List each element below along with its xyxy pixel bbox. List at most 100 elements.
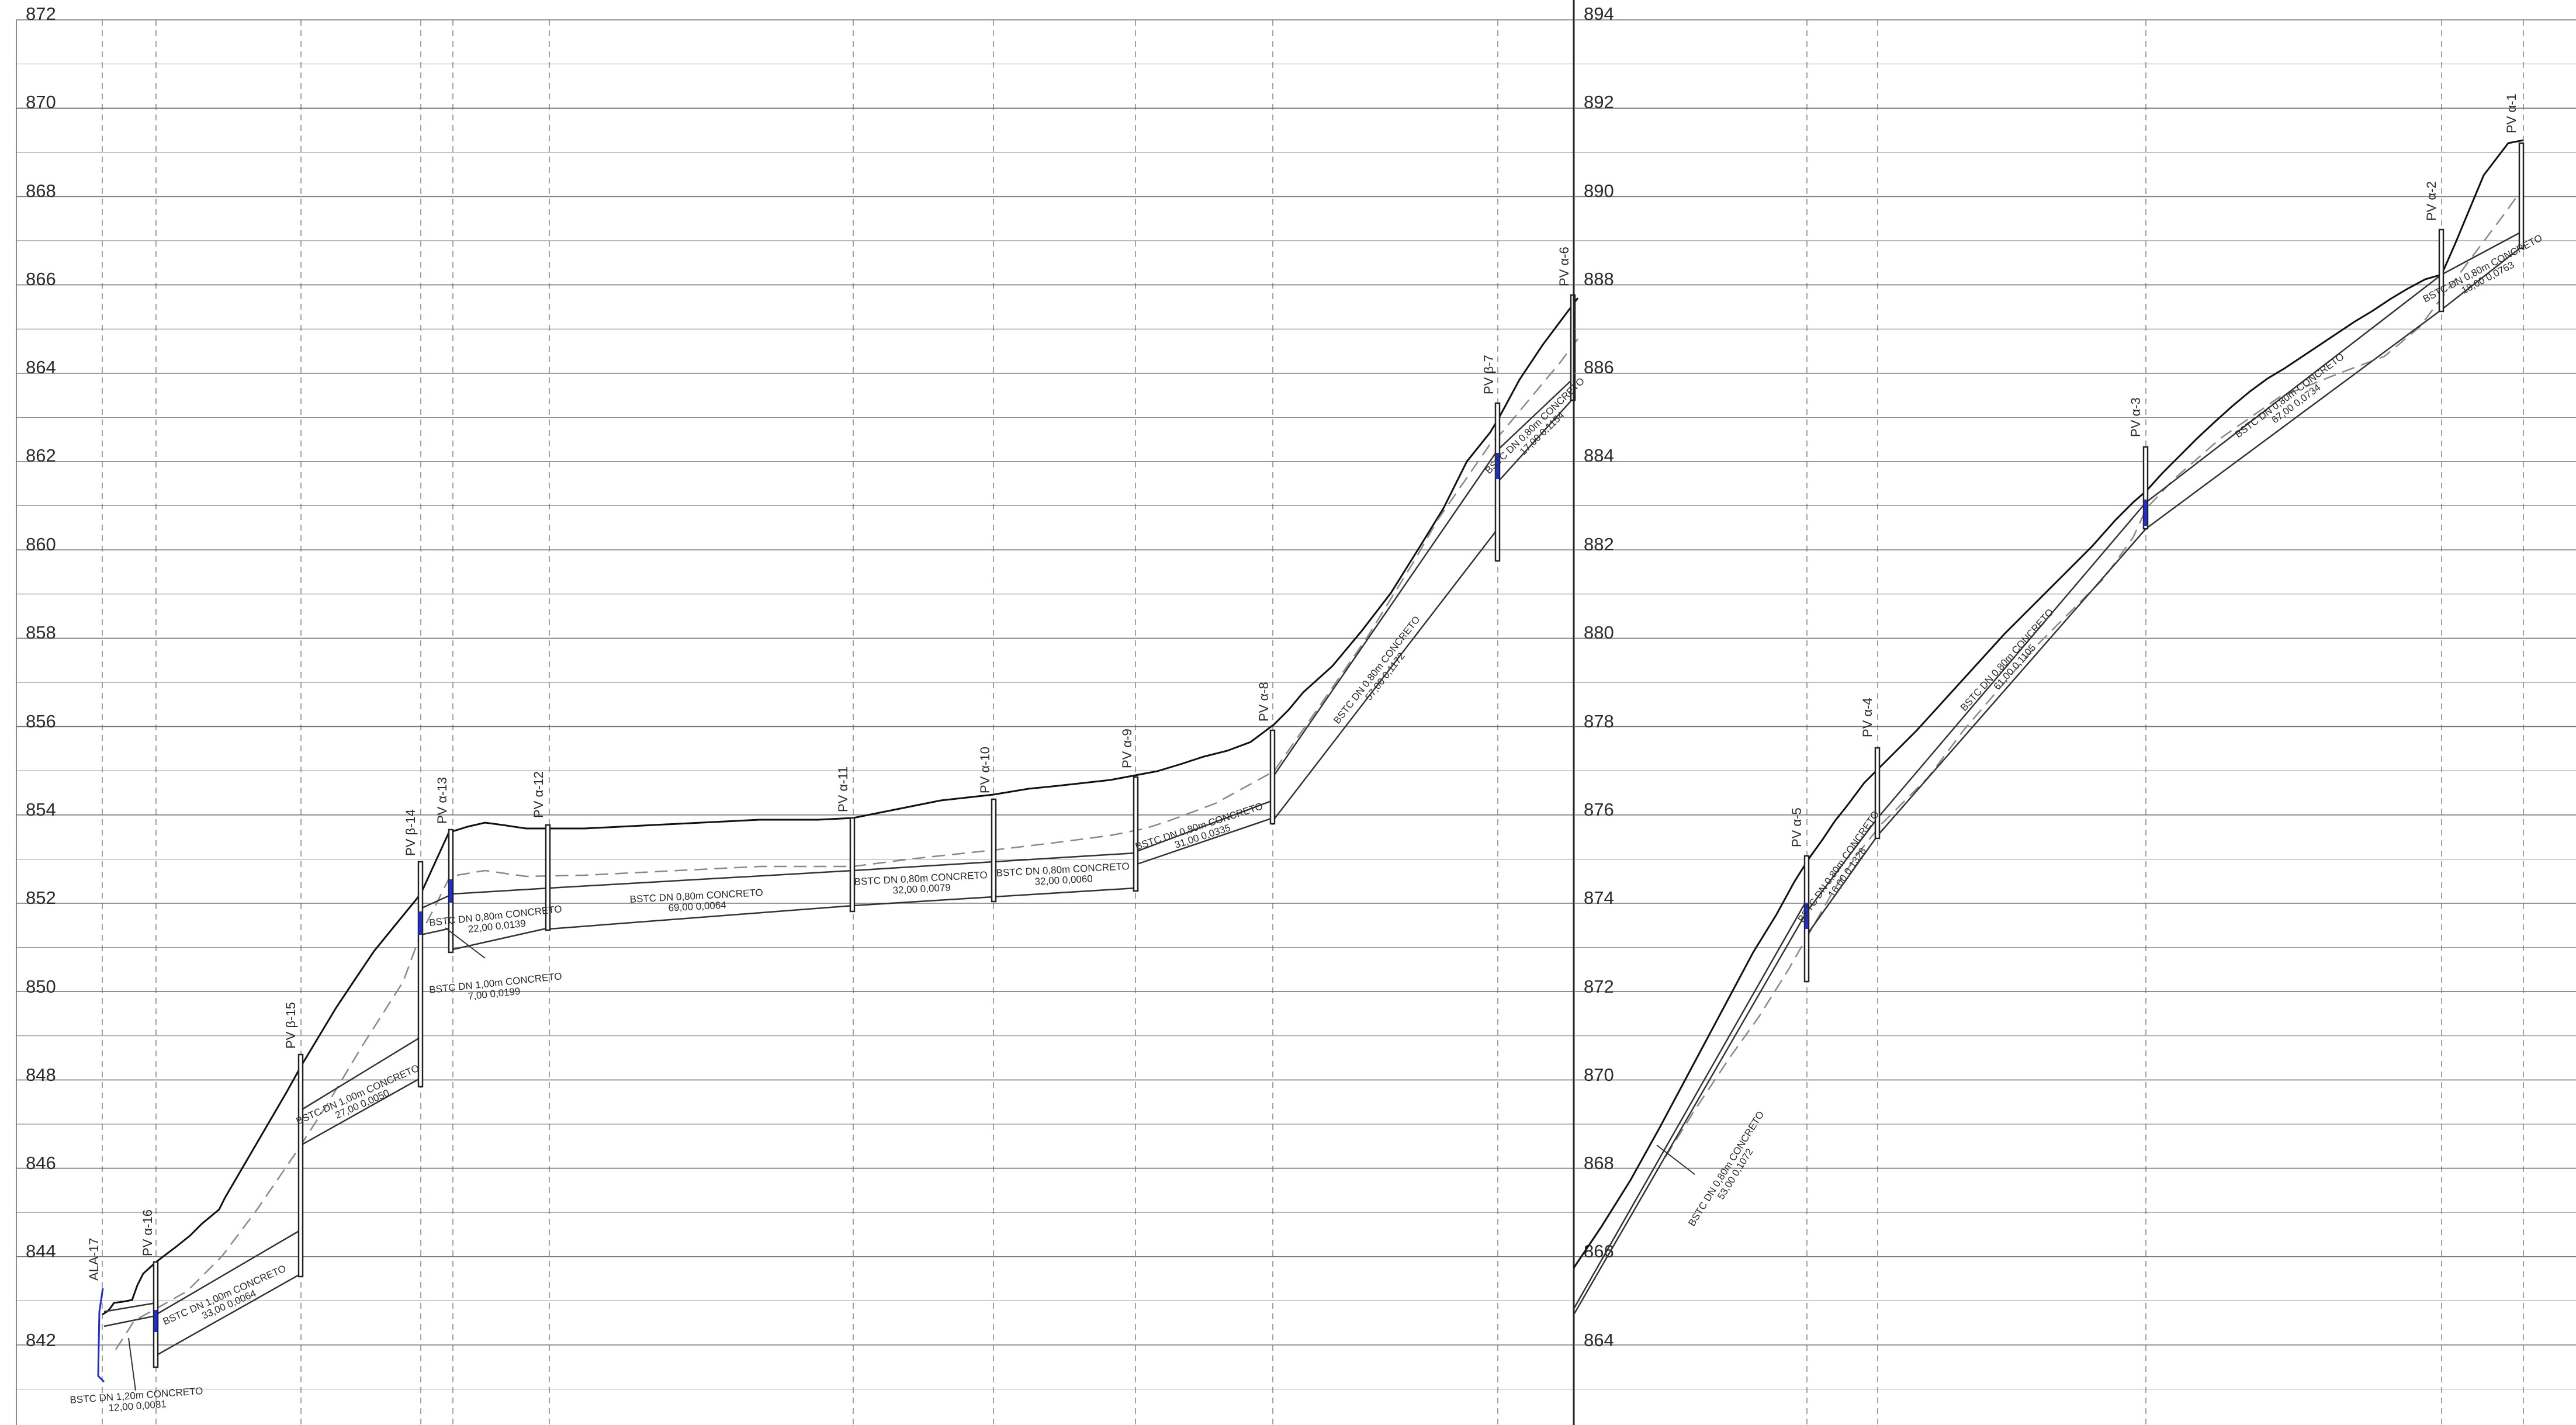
left-elevation-axis: 872 870 868 866 864 862 860 858 856 854 … bbox=[26, 4, 56, 1350]
ground-profile-line bbox=[102, 297, 1579, 1316]
pipe-segment-line bbox=[452, 887, 550, 895]
manhole-label: PV α-3 bbox=[2128, 397, 2143, 437]
elevation-label: 874 bbox=[1584, 887, 1614, 908]
pipe-segment-line bbox=[2145, 274, 2442, 503]
pipe-segment-line bbox=[853, 861, 994, 872]
pipe-segment-line bbox=[1806, 817, 1878, 912]
elevation-label: 866 bbox=[1584, 1241, 1614, 1261]
right-elevation-axis: 894 892 890 888 886 884 882 880 878 876 … bbox=[1584, 4, 1614, 1350]
manhole-label: PV α-5 bbox=[1789, 807, 1804, 847]
manhole-shaft bbox=[2438, 228, 2445, 313]
elevation-label: 864 bbox=[26, 357, 56, 377]
manhole-shaft bbox=[849, 817, 856, 913]
elevation-label: 848 bbox=[26, 1065, 56, 1085]
elevation-label: 882 bbox=[1584, 534, 1614, 554]
elevation-label: 876 bbox=[1584, 799, 1614, 820]
manhole-shaft bbox=[2142, 446, 2149, 530]
elevation-label: 844 bbox=[26, 1241, 56, 1261]
manhole-shaft bbox=[991, 798, 997, 903]
manhole-shaft bbox=[1133, 776, 1139, 892]
elevation-label: 892 bbox=[1584, 92, 1614, 112]
manhole-shaft bbox=[297, 1053, 304, 1278]
outlet-outline bbox=[97, 1288, 105, 1383]
left-manhole-labels: ALA-17 PV α-16 PV β-15 PV β-14 PV α-13 P… bbox=[86, 247, 1571, 1281]
elevation-label: 856 bbox=[26, 711, 56, 731]
pipe-segment-line bbox=[1497, 398, 1574, 483]
pipe-segment-line bbox=[993, 852, 1136, 863]
elevation-label: 872 bbox=[26, 4, 56, 24]
elevation-label: 862 bbox=[26, 445, 56, 466]
pipe-segment-line bbox=[549, 904, 854, 930]
pipe-segment-line bbox=[103, 1315, 157, 1327]
pipe-segment-line bbox=[1573, 911, 1808, 1315]
manhole-label: PV α-9 bbox=[1120, 729, 1134, 768]
elevation-label: 866 bbox=[26, 269, 56, 289]
ground-profile-line bbox=[1573, 139, 2524, 1268]
pipe-segment-line bbox=[853, 896, 994, 907]
elevation-label: 858 bbox=[26, 622, 56, 643]
pipe-segment-line bbox=[1573, 899, 1808, 1309]
right-manhole-labels: PV α-5 PV α-4 PV α-3 PV α-2 PV α-1 bbox=[1789, 93, 2519, 847]
manhole-label: PV β-7 bbox=[1481, 355, 1496, 394]
water-level-markers bbox=[1805, 500, 2147, 929]
elevation-label: 870 bbox=[26, 92, 56, 112]
pipe-annotation-leader bbox=[1656, 1145, 1695, 1175]
manhole-label: PV α-10 bbox=[978, 747, 992, 793]
pipe-segment-line bbox=[2441, 245, 2524, 310]
pipe-segment-line bbox=[1877, 502, 2146, 819]
manhole-label: PV α-4 bbox=[1860, 698, 1875, 737]
outlet-leader-line bbox=[445, 927, 486, 959]
water-level-markers bbox=[154, 453, 1499, 1332]
dashed-profile-line bbox=[1664, 186, 2525, 1157]
manhole-label: PV β-15 bbox=[283, 1002, 298, 1049]
manhole-shaft bbox=[2518, 142, 2525, 249]
manhole-shaft bbox=[1269, 729, 1276, 825]
manhole-label: PV α-13 bbox=[435, 777, 449, 824]
pipe-segment-line bbox=[1806, 835, 1879, 935]
elevation-label: 888 bbox=[1584, 269, 1614, 289]
elevation-label: 864 bbox=[1584, 1330, 1614, 1350]
right-elevation-grid bbox=[1574, 19, 2576, 1390]
elevation-label: 846 bbox=[26, 1153, 56, 1173]
manhole-label: PV α-16 bbox=[140, 1209, 155, 1256]
manhole-label: PV α-1 bbox=[2504, 93, 2519, 133]
outlet-structure bbox=[97, 927, 486, 1391]
elevation-label: 842 bbox=[26, 1330, 56, 1350]
manhole-label: PV β-14 bbox=[403, 809, 418, 856]
pipe-segment-line bbox=[993, 887, 1136, 898]
elevation-label: 886 bbox=[1584, 357, 1614, 377]
elevation-label: 894 bbox=[1584, 4, 1614, 24]
outlet-leader-line bbox=[128, 1337, 136, 1391]
pipe-segments bbox=[103, 378, 1574, 1357]
pipe-segment-line bbox=[300, 1077, 421, 1146]
manhole-label: PV α-12 bbox=[531, 771, 546, 818]
manhole-label: PV α-2 bbox=[2424, 181, 2439, 221]
manhole-shaft bbox=[545, 824, 551, 931]
pipe-segment-line bbox=[300, 1036, 421, 1111]
pipe-segment-line bbox=[1497, 378, 1574, 450]
manhole-label: PV α-11 bbox=[836, 767, 850, 812]
pipe-segment-line bbox=[2145, 308, 2442, 530]
elevation-label: 860 bbox=[26, 534, 56, 554]
manhole-label: PV α-8 bbox=[1256, 682, 1271, 722]
pipe-segment-line bbox=[103, 1302, 157, 1313]
elevation-label: 880 bbox=[1584, 622, 1614, 643]
pipe-segment-line bbox=[155, 1229, 302, 1316]
right-station-lines bbox=[1806, 20, 2524, 1425]
pipe-segment-line bbox=[2441, 230, 2524, 276]
elevation-label: 872 bbox=[1584, 976, 1614, 997]
pipe-segment-line bbox=[1272, 449, 1499, 778]
elevation-label: 890 bbox=[1584, 181, 1614, 201]
manhole-shaft bbox=[1874, 747, 1881, 840]
manhole-label: ALA-17 bbox=[86, 1238, 101, 1281]
elevation-label: 852 bbox=[26, 887, 56, 908]
pipe-segment-line bbox=[155, 1273, 302, 1357]
elevation-label: 854 bbox=[26, 799, 56, 820]
manhole-shaft bbox=[417, 861, 424, 1088]
elevation-label: 884 bbox=[1584, 445, 1614, 466]
elevation-label: 870 bbox=[1584, 1065, 1614, 1085]
manhole-label: PV α-6 bbox=[1557, 247, 1571, 286]
pipe-segment-line bbox=[1135, 817, 1273, 866]
